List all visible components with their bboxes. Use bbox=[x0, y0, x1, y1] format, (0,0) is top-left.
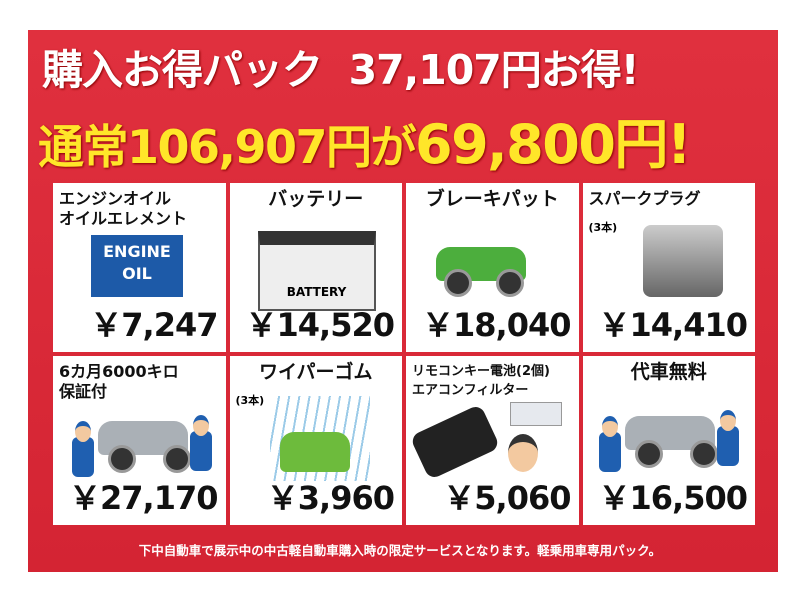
engine-oil-can-icon: ENGINE OIL bbox=[91, 235, 183, 297]
sale-price: 69,800円! bbox=[415, 113, 692, 176]
item-battery: バッテリー BATTERY ￥14,520 bbox=[229, 183, 402, 352]
item-price: ￥27,170 bbox=[69, 479, 218, 517]
item-price: ￥14,520 bbox=[245, 306, 395, 344]
item-note: (3本) bbox=[588, 221, 618, 234]
person-cleaning-filter-icon bbox=[508, 434, 538, 472]
mechanics-repairing-car-icon bbox=[595, 406, 745, 476]
regular-prefix: 通常 bbox=[38, 120, 129, 174]
item-remote-battery-aircon-filter: リモコンキー電池(2個) エアコンフィルター ￥5,060 bbox=[406, 356, 579, 525]
car-in-rain-icon bbox=[269, 396, 370, 481]
car-battery-icon: BATTERY bbox=[257, 231, 376, 311]
item-price: ￥16,500 bbox=[598, 479, 748, 517]
item-warranty: 6カ月6000キロ 保証付 ￥27,170 bbox=[53, 356, 226, 525]
item-label: ワイパーゴム bbox=[258, 361, 373, 383]
item-label: スパークプラグ bbox=[588, 189, 701, 208]
savings-text: 37,107円お得! bbox=[348, 46, 640, 94]
item-wiper-rubber: ワイパーゴム (3本) ￥3,960 bbox=[229, 356, 402, 525]
pack-title: 購入お得パック bbox=[42, 46, 323, 94]
item-label: ブレーキパット bbox=[425, 188, 559, 210]
remote-key-icon bbox=[409, 403, 501, 481]
item-free-loaner-car: 代車無料 ￥16,500 bbox=[582, 356, 755, 525]
footer-note: 下中自動車で展示中の中古軽自動車購入時の限定サービスとなります。軽乗用車専用パッ… bbox=[138, 543, 662, 558]
item-spark-plugs: スパークプラグ (3本) ￥14,410 bbox=[582, 183, 755, 352]
item-price: ￥3,960 bbox=[266, 479, 395, 517]
item-label: エンジンオイル オイルエレメント bbox=[59, 189, 188, 228]
connector: が bbox=[370, 120, 417, 174]
item-label: リモコンキー電池(2個) エアコンフィルター bbox=[412, 364, 550, 398]
braking-car-icon bbox=[426, 233, 546, 303]
mechanics-repairing-car-icon bbox=[68, 411, 218, 481]
headline: 購入お得パック 37,107円お得! bbox=[42, 36, 640, 96]
item-price: ￥5,060 bbox=[443, 479, 571, 517]
item-label: バッテリー bbox=[268, 188, 364, 210]
item-price: ￥7,247 bbox=[90, 306, 218, 344]
aircon-filter-icon bbox=[510, 402, 562, 426]
item-grid: エンジンオイル オイルエレメント ENGINE OIL ￥7,247 バッテリー… bbox=[53, 183, 755, 525]
item-brake-pads: ブレーキパット ￥18,040 bbox=[406, 183, 579, 352]
regular-price: 106,907円 bbox=[127, 120, 372, 174]
item-note: (3本) bbox=[235, 394, 265, 407]
item-engine-oil: エンジンオイル オイルエレメント ENGINE OIL ￥7,247 bbox=[53, 183, 226, 352]
item-price: ￥14,410 bbox=[598, 306, 748, 344]
item-price: ￥18,040 bbox=[422, 306, 571, 344]
item-label: 代車無料 bbox=[630, 361, 707, 383]
price-line: 通常106,907円が69,800円! bbox=[38, 100, 692, 179]
item-label: 6カ月6000キロ 保証付 bbox=[59, 362, 179, 401]
engine-block-icon bbox=[642, 225, 723, 297]
